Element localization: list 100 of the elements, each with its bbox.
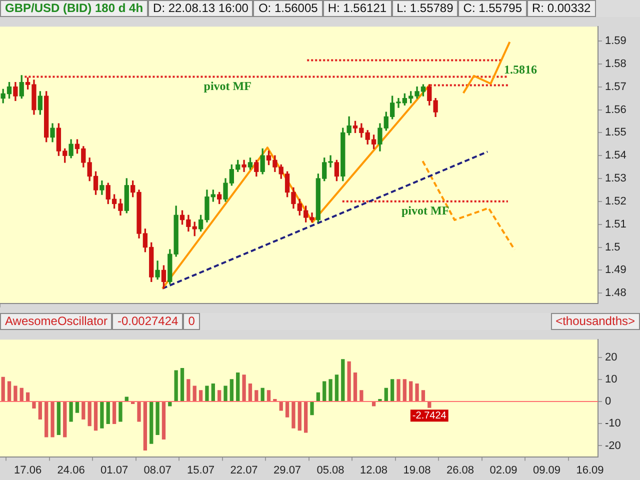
bar	[242, 374, 246, 402]
bar	[353, 372, 358, 402]
y-tick-label: 1.49	[605, 264, 626, 276]
y-tick-label: 1.55	[605, 126, 626, 139]
bar	[186, 379, 190, 402]
bar	[322, 381, 326, 402]
y-tick-label: 0	[605, 396, 612, 408]
bar	[217, 390, 222, 402]
bar	[310, 402, 314, 416]
x-tick-label: 19.08	[403, 464, 431, 476]
x-tick-label: 15.07	[187, 464, 215, 476]
bar	[384, 388, 388, 402]
y-tick-label: 1.54	[605, 150, 626, 162]
chart-title: GBP/USD (BID) 180 d 4h	[0, 0, 148, 17]
bar	[100, 402, 104, 428]
text: R: 0.00332	[527, 0, 596, 17]
bar	[156, 402, 160, 436]
bar	[285, 402, 290, 418]
y-tick-label: 1.58	[605, 58, 626, 70]
text: C: 1.55795	[458, 0, 527, 17]
annotation: pivot MF	[401, 204, 450, 218]
bar	[20, 388, 24, 402]
bar	[396, 379, 400, 402]
y-tick-label: -20	[605, 440, 621, 452]
x-tick-label: 08.07	[144, 464, 172, 476]
bar	[94, 402, 98, 431]
bar	[14, 386, 18, 402]
x-tick-label: 22.07	[230, 464, 258, 476]
bar	[428, 402, 432, 408]
data-label: -2.7424	[412, 410, 447, 422]
bar	[198, 390, 203, 402]
bar	[180, 368, 184, 402]
text: <thousandths>	[550, 313, 640, 330]
x-tick-label: 24.06	[57, 464, 85, 476]
text: O: 1.56005	[253, 0, 323, 17]
chart-title: AwesomeOscillator	[0, 313, 112, 330]
y-tick-label: 1.53	[605, 172, 626, 185]
bar	[390, 379, 394, 402]
bar	[56, 402, 61, 436]
bar	[248, 383, 252, 402]
bar	[88, 402, 92, 426]
x-tick-label: 02.09	[490, 464, 518, 476]
bar	[44, 402, 48, 438]
y-tick-label: 1.52	[605, 195, 626, 208]
y-tick-label: 1.5	[605, 241, 620, 254]
text: -0.0027424	[112, 313, 184, 330]
bar	[106, 402, 110, 424]
bar	[75, 402, 80, 413]
bar	[69, 402, 73, 422]
text: 0	[183, 313, 200, 330]
bar	[162, 402, 166, 440]
bar	[168, 402, 172, 406]
y-tick-label: -10	[605, 418, 621, 430]
bar	[279, 402, 283, 411]
bar	[360, 390, 364, 402]
bar	[304, 402, 308, 433]
bar	[402, 379, 407, 402]
x-tick-label: 17.06	[14, 464, 42, 476]
text: D: 22.08.13 16:00	[148, 0, 254, 17]
bar	[7, 381, 12, 402]
bar	[192, 386, 196, 402]
bar	[50, 402, 54, 438]
bar	[143, 402, 148, 450]
y-tick-label: 1.59	[605, 35, 626, 48]
x-tick-label: 05.08	[316, 464, 344, 476]
bar	[118, 402, 122, 422]
bar	[347, 361, 351, 402]
x-tick-label: 26.08	[446, 464, 474, 476]
bar	[230, 379, 234, 402]
bar	[137, 402, 141, 422]
text: H: 1.56121	[322, 0, 392, 17]
annotation: 1.5816	[504, 62, 537, 76]
y-tick-label: 1.56	[605, 104, 626, 116]
bar	[26, 392, 30, 402]
bar	[266, 390, 271, 402]
bar	[372, 402, 376, 406]
x-tick-label: 16.09	[576, 464, 604, 476]
bar	[254, 390, 258, 402]
text: L: 1.55789	[392, 0, 458, 17]
x-tick-label: 01.07	[100, 464, 128, 476]
bar	[174, 370, 178, 402]
x-tick-label: 12.08	[360, 464, 388, 476]
bar	[82, 402, 86, 420]
y-tick-label: 1.48	[605, 287, 626, 300]
bar	[63, 402, 67, 438]
bar	[341, 359, 345, 402]
bar	[334, 374, 339, 402]
x-tick-label: 29.07	[274, 464, 302, 476]
annotation: pivot MF	[204, 78, 252, 93]
bar	[32, 402, 36, 408]
y-tick-label: 1.57	[605, 80, 626, 93]
candlestick	[242, 160, 246, 172]
bar	[1, 376, 5, 402]
x-tick-label: 09.09	[533, 464, 561, 476]
bar	[421, 390, 426, 402]
y-tick-label: 1.51	[605, 218, 626, 230]
bar	[224, 386, 228, 402]
bar	[328, 379, 332, 402]
bar	[409, 381, 413, 402]
bar	[38, 402, 42, 420]
